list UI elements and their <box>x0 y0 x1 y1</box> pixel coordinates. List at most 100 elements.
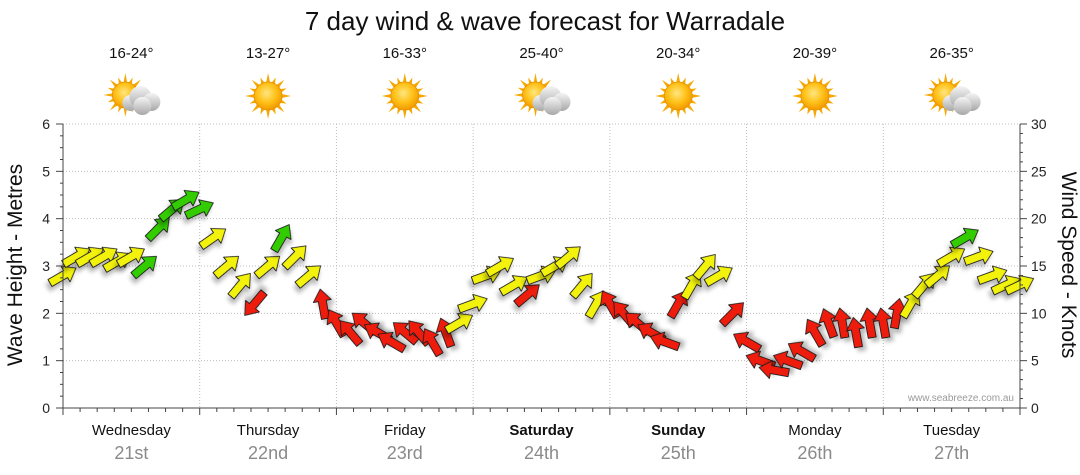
daily-temp-range: 16-33° <box>383 45 427 62</box>
sunny-icon <box>381 73 428 119</box>
y-left-tick-label: 4 <box>42 211 50 227</box>
y-right-tick-label: 30 <box>1031 116 1047 132</box>
daily-temp-range: 26-35° <box>929 45 973 62</box>
y-left-tick-label: 2 <box>42 305 50 321</box>
wind-arrow <box>899 290 921 320</box>
daily-temp-range: 20-34° <box>656 45 700 62</box>
wind-arrow <box>666 290 688 320</box>
wind-arrow <box>554 246 581 270</box>
day-name-label: Tuesday <box>923 422 980 439</box>
sun-ray <box>676 73 681 84</box>
day-date-label: 26th <box>797 443 832 463</box>
y-right-tick-label: 5 <box>1031 353 1039 369</box>
wind-arrow <box>1004 275 1035 296</box>
day-date-label: 27th <box>934 443 969 463</box>
sun-ray <box>655 93 666 99</box>
day-date-label: 23rd <box>387 443 423 463</box>
y-left-tick-label: 0 <box>42 400 50 416</box>
sun-ray <box>103 93 114 97</box>
sun-ray <box>943 73 948 84</box>
sun-ray <box>417 93 428 99</box>
sunny-icon <box>791 73 838 119</box>
wind-arrow <box>340 320 364 347</box>
wind-arrow <box>936 246 966 268</box>
wind-arrow <box>513 284 540 308</box>
day-date-label: 24th <box>524 443 559 463</box>
day-date-label: 22nd <box>248 443 288 463</box>
y-right-tick-label: 0 <box>1031 400 1039 416</box>
sun-ray <box>266 73 271 84</box>
wind-arrow <box>115 246 145 268</box>
sun-ray <box>533 73 538 84</box>
sun-ray <box>923 93 934 97</box>
credit-watermark: www.seabreeze.com.au <box>907 393 1014 404</box>
wind-arrow <box>569 272 593 300</box>
sunny-icon <box>245 73 292 119</box>
wind-arrow <box>253 255 281 280</box>
cloud-puff <box>543 97 562 115</box>
chart-title: 7 day wind & wave forecast for Warradale <box>305 6 785 36</box>
wind-arrow <box>312 288 332 320</box>
daily-weather-header: 16-24° 13-27° 16-33° 25-40° 20-34° 20-39° 26-3… <box>103 45 981 119</box>
y-right-tick-label: 25 <box>1031 163 1047 179</box>
sun-ray <box>280 93 292 99</box>
day-name-label: Wednesday <box>92 422 171 439</box>
y-left-tick-label: 6 <box>42 116 50 132</box>
wind-arrow <box>949 227 979 250</box>
wind-arrow <box>733 331 763 354</box>
wind-arrow <box>680 271 702 301</box>
sun-ray <box>513 93 524 97</box>
wind-arrow <box>444 313 473 335</box>
sun-ray <box>402 108 407 119</box>
sun-disc <box>663 81 693 111</box>
sun-ray <box>812 73 817 84</box>
day-name-label: Sunday <box>651 422 706 439</box>
sun-ray <box>791 93 803 99</box>
wind-arrow <box>294 265 322 289</box>
wind-arrow <box>773 350 804 371</box>
wind-arrow <box>846 317 865 349</box>
wind-arrow <box>144 217 170 242</box>
y-right-tick-label: 20 <box>1031 211 1047 227</box>
wind-arrow <box>859 307 879 339</box>
y-left-tick-label: 5 <box>42 163 50 179</box>
sun-ray <box>245 93 256 99</box>
cloud-puff <box>133 97 152 115</box>
y-right-tick-label: 15 <box>1031 258 1047 274</box>
wind-arrow <box>212 255 240 280</box>
sun-ray <box>827 93 838 99</box>
sun-ray <box>381 93 392 99</box>
wind-arrow <box>923 265 950 289</box>
wind-arrow <box>170 189 200 212</box>
wind-arrow <box>422 328 444 358</box>
y-left-tick-label: 3 <box>42 258 50 274</box>
wind-arrow <box>130 255 157 280</box>
wind-arrow <box>392 322 420 346</box>
daily-temp-range: 13-27° <box>246 45 290 62</box>
wind-arrow <box>281 245 307 271</box>
cloud-puff <box>953 97 972 115</box>
sun-ray <box>123 73 128 84</box>
partly-cloudy-icon <box>513 73 571 117</box>
partly-cloudy-icon <box>103 73 161 117</box>
day-date-label: 25th <box>661 443 696 463</box>
day-name-label: Thursday <box>237 422 300 439</box>
wind-arrow <box>227 272 251 300</box>
wind-arrow <box>703 265 733 287</box>
day-name-label: Monday <box>788 422 842 439</box>
wind-arrow <box>485 256 514 278</box>
daily-temp-range: 16-24° <box>109 45 153 62</box>
wind-arrow <box>47 265 77 287</box>
x-axis-day-labels: Wednesday 21st Thursday 22nd Friday 23rd Satur… <box>92 422 981 463</box>
wind-arrow <box>787 341 817 363</box>
wind-arrow <box>584 290 606 320</box>
sun-ray <box>402 73 407 84</box>
cloud-shape <box>942 86 981 115</box>
wind-arrow <box>873 307 893 339</box>
wind-arrow <box>692 254 716 281</box>
sun-ray <box>266 108 271 119</box>
sun-disc <box>390 81 420 111</box>
sunny-icon <box>655 73 702 119</box>
day-name-label: Saturday <box>509 422 574 439</box>
